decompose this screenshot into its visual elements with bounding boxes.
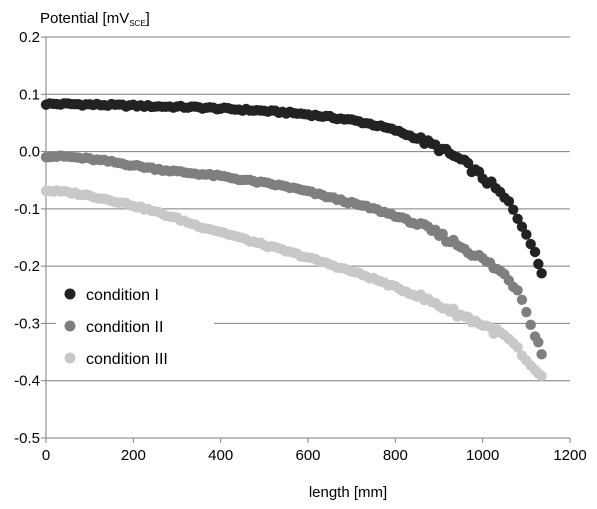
x-ticks: 0 200 400 600 800 1000 1200	[42, 438, 587, 464]
x-tick-label: 1000	[466, 447, 499, 464]
x-tick-label: 1200	[553, 447, 586, 464]
x-axis-label: length [mm]	[309, 484, 387, 501]
legend: condition I condition II condition III	[56, 277, 214, 375]
legend-label: condition I	[86, 287, 159, 304]
legend-box	[56, 277, 214, 375]
data-point	[536, 349, 547, 360]
data-point	[529, 246, 541, 258]
data-point	[512, 285, 523, 296]
y-tick-label: -0.4	[14, 373, 40, 390]
data-point	[533, 337, 544, 348]
data-point	[516, 221, 528, 232]
y-tick-label: -0.2	[14, 258, 40, 275]
x-tick-label: 0	[42, 447, 50, 464]
legend-marker	[64, 288, 76, 300]
y-tick-label: -0.5	[14, 430, 40, 447]
x-tick-label: 600	[295, 447, 320, 464]
y-tick-label: -0.3	[14, 315, 40, 332]
legend-marker	[64, 320, 76, 332]
y-tick-label: 0.0	[19, 144, 40, 161]
legend-label: condition III	[86, 351, 168, 368]
gridlines	[46, 36, 570, 439]
series-3	[40, 185, 547, 382]
data-point	[437, 228, 448, 240]
data-point	[448, 303, 459, 314]
legend-marker	[64, 352, 76, 364]
data-point	[521, 229, 532, 240]
data-point	[536, 268, 547, 279]
x-tick-label: 200	[121, 447, 146, 464]
data-point	[503, 196, 515, 207]
data-point	[508, 204, 519, 215]
y-ticks: 0.2 0.1 0.0 -0.1 -0.2 -0.3 -0.4 -0.5	[14, 29, 46, 447]
series-1	[40, 98, 547, 279]
data-point	[512, 213, 523, 224]
y-tick-label: 0.1	[19, 86, 40, 103]
x-tick-label: 800	[383, 447, 408, 464]
data-point	[521, 306, 532, 318]
data-point	[536, 370, 547, 382]
legend-label: condition II	[86, 319, 163, 336]
data-point	[525, 319, 536, 331]
data-point	[525, 238, 536, 250]
x-tick-label: 400	[208, 447, 233, 464]
data-point	[516, 294, 528, 305]
data-point	[462, 157, 474, 169]
y-tick-label: -0.1	[14, 201, 40, 218]
series-2	[40, 150, 547, 360]
y-tick-label: 0.2	[19, 29, 40, 46]
data-point	[533, 258, 544, 270]
data-point	[512, 342, 523, 353]
y-axis-label: Potential [mVSCE]	[40, 10, 150, 28]
